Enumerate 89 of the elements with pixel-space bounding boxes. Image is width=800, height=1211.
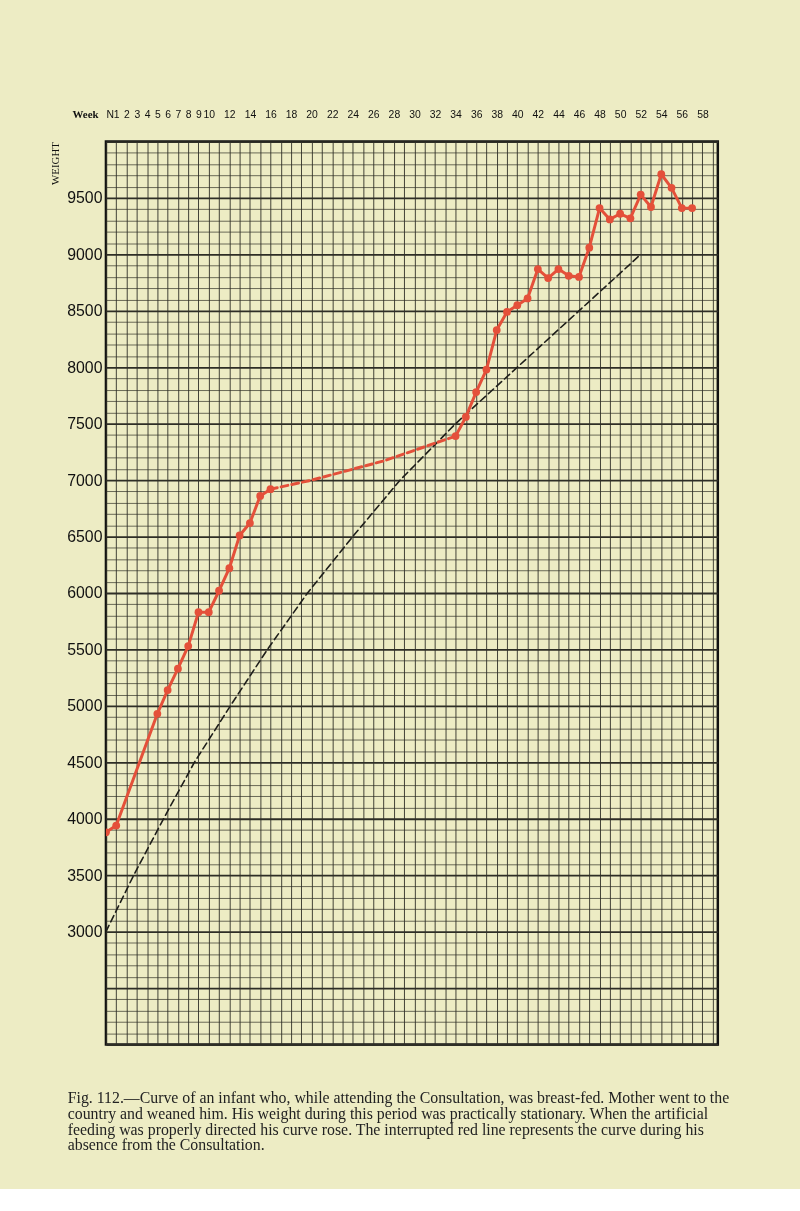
x-tick-label: 44 — [553, 109, 565, 121]
y-tick-label: 8000 — [67, 358, 103, 376]
y-tick-label: 4500 — [67, 753, 103, 771]
point — [163, 686, 172, 694]
point — [174, 664, 182, 673]
point — [194, 608, 203, 617]
point — [461, 413, 470, 421]
point — [575, 273, 583, 281]
x-tick-label: 7 — [175, 109, 182, 121]
x-tick-label: 22 — [326, 109, 339, 121]
y-axis-title: WEIGHT — [49, 141, 62, 185]
y-tick-label: 5500 — [67, 640, 103, 658]
x-tick-label: 4 — [144, 109, 151, 121]
line-series — [105, 253, 642, 933]
y-tick-label: 9500 — [67, 189, 103, 207]
point — [246, 519, 254, 527]
x-tick-label: 12 — [224, 109, 236, 121]
x-tick-label: 5 — [154, 109, 161, 121]
y-tick-label: 7000 — [67, 471, 103, 489]
x-tick-label: 16 — [265, 109, 277, 121]
point — [112, 821, 121, 830]
x-tick-label: 24 — [347, 109, 360, 121]
x-tick-label: 28 — [388, 109, 401, 121]
x-tick-label: 52 — [635, 109, 648, 121]
point — [235, 531, 244, 540]
x-tick-label: 40 — [512, 109, 524, 121]
x-tick-label: 18 — [285, 109, 298, 121]
x-tick-label: 30 — [409, 109, 421, 121]
point — [204, 608, 213, 617]
x-tick-label: 58 — [697, 109, 709, 121]
x-tick-label: 14 — [244, 109, 257, 121]
x-tick-label: 34 — [450, 109, 463, 121]
x-tick-label: 56 — [676, 109, 689, 121]
y-tick-label: 8500 — [67, 302, 103, 320]
x-tick-label: 2 — [124, 109, 131, 121]
x-tick-label: 42 — [532, 109, 545, 121]
x-tick-label: 3 — [134, 109, 141, 121]
y-tick-label: 6500 — [67, 528, 103, 546]
point — [647, 203, 655, 211]
caption: Fig. 112.—Curve of an infant who, while attending the Consultation, was breast-fed. Mother went to the country and weaned him. His weight during this period was practically stationary. When the artificial feeding was properly directed his curve rose. The interrupted red line represents the curve during his absence from the Consultation. — [67, 1088, 730, 1154]
point — [688, 204, 697, 213]
x-tick-label: N — [106, 109, 114, 121]
point — [533, 265, 542, 273]
x-tick-label: 48 — [594, 109, 607, 121]
y-tick-label: 3000 — [67, 923, 103, 941]
point — [503, 308, 511, 316]
point — [451, 432, 460, 441]
x-tick-label: 26 — [368, 109, 380, 121]
x-tick-label: 10 — [203, 109, 216, 121]
point — [626, 214, 635, 223]
point — [605, 215, 614, 224]
x-tick-label: 54 — [655, 109, 668, 121]
x-tick-label: 9 — [196, 109, 203, 121]
point — [544, 274, 553, 282]
point — [472, 388, 481, 396]
x-axis-title: Week — [72, 108, 100, 121]
point — [513, 301, 522, 310]
y-tick-label: 4000 — [67, 810, 103, 828]
point — [564, 271, 573, 280]
point — [482, 365, 491, 374]
point — [554, 265, 563, 273]
point — [667, 183, 676, 192]
y-tick-label: 9000 — [67, 245, 103, 263]
y-tick-label: 7500 — [67, 415, 103, 433]
x-tick-label: 36 — [470, 109, 483, 121]
y-tick-label: 5000 — [67, 697, 103, 715]
point — [492, 326, 501, 334]
point — [636, 190, 645, 199]
point — [585, 243, 594, 252]
x-tick-label: 20 — [306, 109, 319, 121]
x-tick-label: 6 — [165, 109, 172, 121]
y-tick-label: 3500 — [67, 866, 103, 884]
point — [677, 204, 686, 213]
x-tick-label: 32 — [429, 109, 442, 121]
point — [184, 642, 193, 650]
y-tick-label: 6000 — [67, 584, 103, 602]
point — [215, 586, 223, 595]
point — [616, 209, 625, 218]
x-tick-label: 8 — [185, 109, 192, 121]
point — [153, 709, 162, 718]
point — [256, 492, 265, 500]
point — [523, 294, 532, 303]
x-tick-label: 46 — [573, 109, 586, 121]
x-tick-label: 1 — [113, 109, 120, 121]
point — [595, 204, 604, 213]
x-tick-label: 38 — [491, 109, 504, 121]
x-tick-label: 50 — [614, 109, 627, 121]
point — [225, 564, 234, 573]
point — [657, 170, 666, 179]
